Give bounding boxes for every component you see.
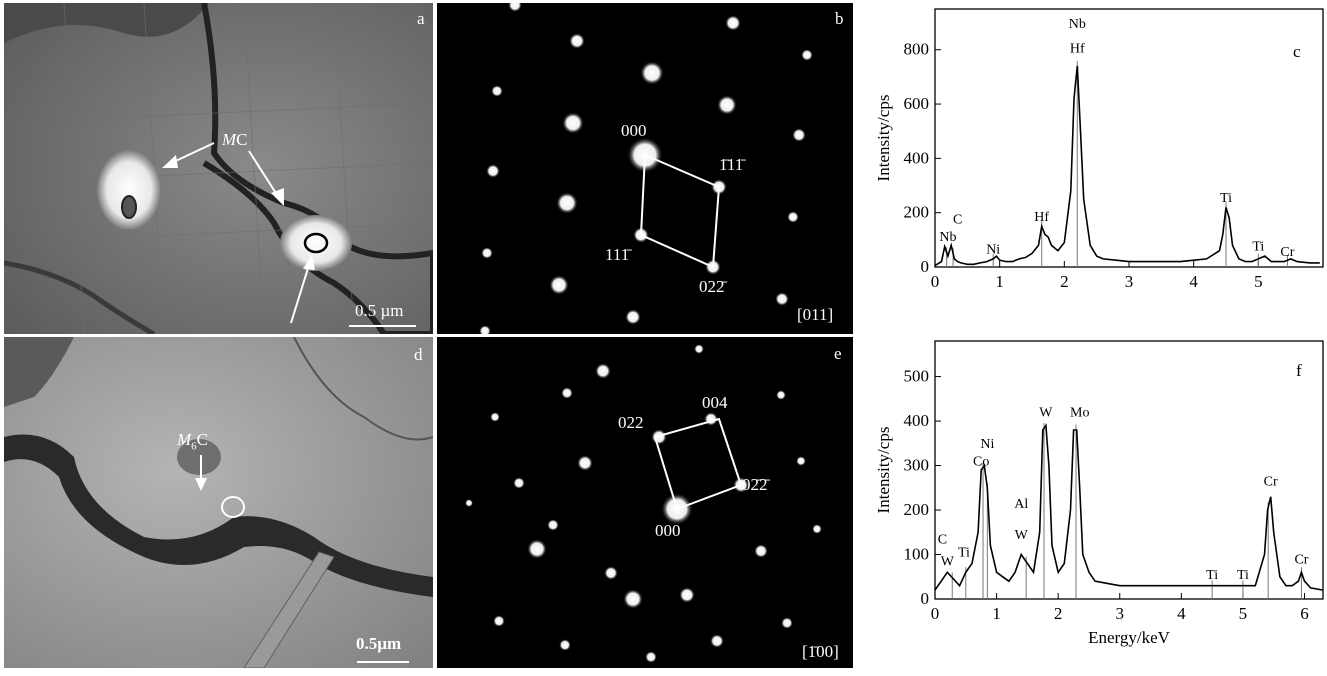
x-tick-label: 5 [1239, 604, 1248, 623]
x-tick-label: 2 [1054, 604, 1063, 623]
peak-annotation: Co [973, 455, 989, 470]
panel-e-diffraction: e 004 022 000 02̄2̄ [1̄00] [437, 337, 853, 668]
mc-phase-italic: M [222, 130, 237, 149]
spot-000-b: 000 [621, 121, 647, 140]
y-tick-label: 500 [904, 367, 930, 386]
peak-annotation: Hf [1034, 210, 1049, 225]
scale-bar-label-d: 0.5µm [356, 634, 402, 653]
y-tick-label: 200 [904, 203, 930, 222]
spot-004-e: 004 [702, 393, 728, 412]
y-tick-label: 600 [904, 94, 930, 113]
mc-phase-rest: C [236, 130, 248, 149]
peak-annotation: W [941, 555, 955, 570]
spot-111-b: 111̄ [605, 245, 630, 264]
panel-f-label: f [1296, 361, 1302, 380]
panel-d-tem-image: d M6C 0.5µm [4, 337, 433, 668]
peak-annotation: Al [1014, 497, 1028, 512]
panel-a-label: a [417, 9, 425, 28]
panel-f-eds-chart: 0 1 2 3 4 5 6 0 100 200 300 400 500 Intensity/cps Ener… [860, 337, 1327, 671]
spot-022-e: 022 [618, 413, 644, 432]
y-tick-label: 800 [904, 40, 930, 59]
spectrum-line [934, 423, 1324, 591]
peak-annotation: W [1015, 528, 1029, 543]
peak-annotation: Ti [1237, 568, 1249, 583]
spot-022-b: 022̄ [699, 277, 725, 296]
y-tick-label: 100 [904, 545, 930, 564]
peak-annotation: W [1039, 406, 1053, 421]
x-axis-label: Energy/keV [1088, 628, 1171, 647]
plot-frame [934, 340, 1324, 600]
panel-a-tem-image: a MC 0.5 µm [4, 3, 433, 334]
x-tick-label: 4 [1189, 272, 1198, 291]
peak-annotation: Mo [1070, 406, 1089, 421]
peak-annotation: Nb [939, 230, 956, 245]
y-tick-label: 200 [904, 500, 930, 519]
y-tick-label: 0 [921, 257, 930, 276]
x-tick-label: 0 [931, 604, 940, 623]
x-tick-label: 6 [1300, 604, 1309, 623]
zone-axis-b: [011] [797, 305, 834, 324]
plot-frame [934, 8, 1324, 268]
peak-annotation: Hf [1070, 41, 1085, 56]
peak-annotation: C [953, 213, 962, 228]
spectrum-line [934, 65, 1320, 267]
panel-c-label: c [1293, 42, 1301, 61]
x-tick-label: 5 [1254, 272, 1263, 291]
peak-annotation: Cr [1280, 245, 1294, 260]
y-tick-label: 300 [904, 456, 930, 475]
y-tick-label: 400 [904, 148, 930, 167]
peak-annotation: Ti [958, 546, 970, 561]
panel-b-diffraction: b 000 1̄11̄ 111̄ 022̄ [011] [437, 3, 853, 334]
x-tick-label: 0 [931, 272, 940, 291]
peak-annotation: Nb [1069, 17, 1086, 32]
mc-phase-label: MC [222, 130, 248, 150]
y-axis-label: Intensity/cps [874, 427, 893, 514]
spot-111bar-b: 1̄11̄ [719, 155, 744, 174]
x-tick-label: 1 [995, 272, 1004, 291]
panel-c-eds-chart: 0 1 2 3 4 5 0 200 400 600 800 Intensity/cps C Nb Ni Hf N… [860, 0, 1327, 334]
peak-annotation: Cr [1294, 552, 1308, 567]
spot-000-e: 000 [655, 521, 681, 540]
peak-annotation: Ni [986, 242, 1000, 257]
peak-annotation: Ti [1220, 191, 1232, 206]
spot-02bar2bar-e: 02̄2̄ [742, 475, 768, 494]
panel-b-label: b [835, 9, 844, 28]
x-tick-label: 2 [1060, 272, 1069, 291]
m6c-phase-sub: 6 [191, 440, 197, 453]
m6c-phase-rest: C [196, 430, 209, 449]
x-tick-label: 3 [1125, 272, 1134, 291]
x-tick-label: 4 [1177, 604, 1186, 623]
peak-annotation: Ni [980, 437, 994, 452]
x-tick-label: 3 [1116, 604, 1125, 623]
y-tick-label: 0 [921, 589, 930, 608]
scale-bar-label-a: 0.5 µm [355, 301, 404, 320]
peak-annotation: Ti [1206, 568, 1218, 583]
y-tick-label: 400 [904, 411, 930, 430]
peak-annotation: Cr [1264, 475, 1278, 490]
peak-annotation: C [938, 532, 947, 547]
peak-annotation: Ti [1252, 240, 1264, 255]
y-axis-label: Intensity/cps [874, 95, 893, 182]
panel-d-label: d [414, 345, 423, 364]
m6c-phase-italic: M [177, 430, 192, 449]
x-tick-label: 1 [992, 604, 1001, 623]
m6c-phase-label: M6C [177, 430, 208, 452]
zone-axis-e: [1̄00] [802, 642, 839, 661]
panel-e-label: e [834, 344, 842, 363]
